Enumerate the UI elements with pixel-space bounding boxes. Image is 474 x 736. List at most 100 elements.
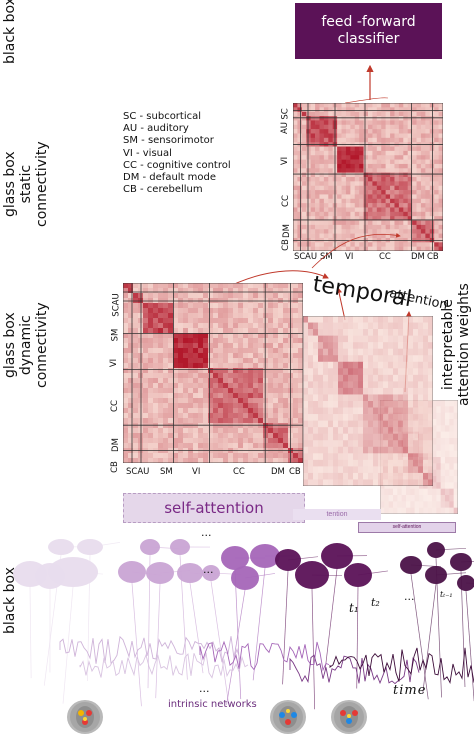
matrix-cell xyxy=(416,224,422,230)
matrix-cell xyxy=(133,313,139,319)
matrix-cell xyxy=(440,412,446,420)
matrix-cell xyxy=(388,361,394,369)
matrix-cell xyxy=(434,242,439,247)
matrix-cell xyxy=(208,323,214,329)
matrix-cell xyxy=(173,433,179,439)
matrix-cell xyxy=(273,398,279,404)
network-node xyxy=(425,566,447,584)
matrix-cell xyxy=(403,440,409,448)
matrix-cell xyxy=(436,431,441,439)
matrix-cell xyxy=(198,368,204,374)
matrix-cell xyxy=(440,476,446,483)
matrix-cell xyxy=(423,387,429,395)
matrix-cell xyxy=(323,355,329,363)
matrix-cell xyxy=(353,322,359,330)
matrix-cell xyxy=(128,443,134,449)
matrix-cell xyxy=(423,329,429,336)
matrix-cell xyxy=(345,116,351,121)
matrix-cell xyxy=(293,107,298,113)
matrix-cell xyxy=(198,423,204,429)
matrix-cell xyxy=(163,368,169,374)
matrix-cell xyxy=(173,418,179,424)
legend-item: SC - subcortical xyxy=(123,111,202,122)
matrix-cell xyxy=(183,383,189,389)
matrix-cell xyxy=(449,406,454,413)
matrix-cell xyxy=(378,335,384,343)
matrix-cell xyxy=(403,120,409,126)
matrix-cell xyxy=(278,368,284,374)
matrix-cell xyxy=(328,216,334,221)
matrix-cell xyxy=(423,316,429,323)
matrix-cell xyxy=(303,453,309,461)
matrix-cell xyxy=(173,458,179,463)
matrix-cell xyxy=(428,381,433,389)
matrix-cell xyxy=(378,374,384,382)
matrix-cell xyxy=(148,398,154,404)
matrix-cell xyxy=(353,374,359,382)
matrix-cell xyxy=(297,103,303,108)
matrix-cell xyxy=(310,177,316,182)
matrix-cell xyxy=(420,233,426,239)
matrix-cell xyxy=(428,479,433,486)
matrix-cell xyxy=(223,433,229,439)
matrix-cell xyxy=(378,479,384,486)
matrix-cell xyxy=(253,333,259,339)
matrix-cell xyxy=(323,124,329,130)
matrix-cell xyxy=(213,353,219,359)
matrix-cell xyxy=(123,343,129,349)
matrix-cell xyxy=(133,433,139,439)
matrix-cell xyxy=(354,103,360,108)
matrix-cell xyxy=(188,393,194,399)
matrix-cell xyxy=(310,129,316,134)
matrix-cell xyxy=(406,495,411,502)
matrix-cell xyxy=(358,414,364,421)
matrix-cell xyxy=(228,408,234,414)
matrix-cell xyxy=(353,407,359,415)
matrix-cell xyxy=(298,378,303,384)
matrix-cell xyxy=(453,469,458,477)
matrix-cell xyxy=(353,446,359,454)
matrix-cell xyxy=(148,338,154,344)
matrix-cell xyxy=(345,242,351,247)
matrix-cell xyxy=(412,116,417,121)
matrix-cell xyxy=(233,318,239,324)
matrix-cell xyxy=(383,394,389,402)
matrix-cell xyxy=(315,177,320,182)
matrix-cell xyxy=(298,308,303,314)
matrix-cell xyxy=(394,129,400,134)
matrix-cell xyxy=(193,338,199,344)
network-edge xyxy=(29,586,32,679)
matrix-cell xyxy=(148,418,154,424)
matrix-cell xyxy=(416,198,422,204)
matrix-cell xyxy=(388,387,394,395)
matrix-cell xyxy=(328,198,334,204)
matrix-cell xyxy=(449,444,454,451)
matrix-cell xyxy=(381,207,386,213)
matrix-cell xyxy=(353,414,359,421)
matrix-cell xyxy=(407,155,413,160)
matrix-cell xyxy=(420,246,426,251)
matrix-cell xyxy=(318,374,324,382)
matrix-cell xyxy=(303,401,309,408)
time-series-signal xyxy=(199,640,330,672)
matrix-cell xyxy=(354,124,360,130)
matrix-cell xyxy=(345,224,351,230)
matrix-cell xyxy=(398,414,404,421)
matrix-cell xyxy=(128,363,134,369)
matrix-cell xyxy=(203,398,209,404)
matrix-cell xyxy=(158,348,164,354)
matrix-cell xyxy=(253,383,259,389)
matrix-cell xyxy=(318,381,324,389)
matrix-cell xyxy=(403,224,409,230)
matrix-cell xyxy=(348,472,354,480)
matrix-cell xyxy=(398,220,404,226)
matrix-cell xyxy=(298,408,303,414)
matrix-cell xyxy=(238,423,244,429)
matrix-cell xyxy=(368,190,373,195)
matrix-cell xyxy=(341,111,347,117)
matrix-cell xyxy=(168,383,174,389)
network-edge xyxy=(210,580,230,705)
matrix-cell xyxy=(416,103,422,108)
matrix-cell xyxy=(323,401,329,408)
matrix-cell xyxy=(393,342,399,349)
